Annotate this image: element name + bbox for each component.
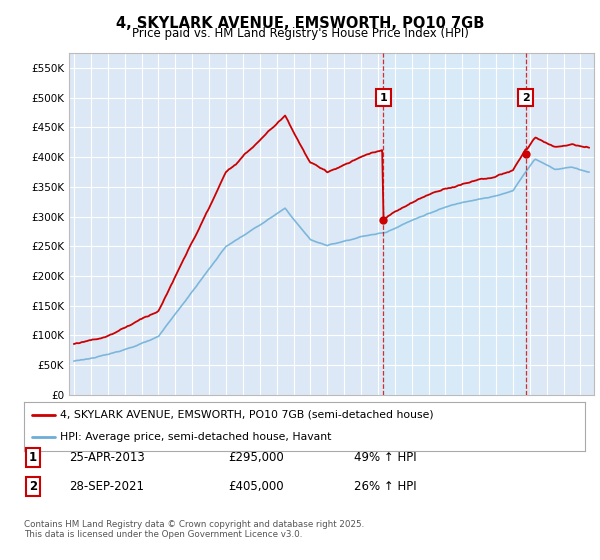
Text: 4, SKYLARK AVENUE, EMSWORTH, PO10 7GB (semi-detached house): 4, SKYLARK AVENUE, EMSWORTH, PO10 7GB (s… <box>61 410 434 420</box>
Text: HPI: Average price, semi-detached house, Havant: HPI: Average price, semi-detached house,… <box>61 432 332 442</box>
Text: 1: 1 <box>29 451 37 464</box>
Text: 4, SKYLARK AVENUE, EMSWORTH, PO10 7GB: 4, SKYLARK AVENUE, EMSWORTH, PO10 7GB <box>116 16 484 31</box>
Text: 49% ↑ HPI: 49% ↑ HPI <box>354 451 416 464</box>
Text: 2: 2 <box>29 480 37 493</box>
Text: 26% ↑ HPI: 26% ↑ HPI <box>354 480 416 493</box>
Text: Price paid vs. HM Land Registry's House Price Index (HPI): Price paid vs. HM Land Registry's House … <box>131 27 469 40</box>
Text: £405,000: £405,000 <box>228 480 284 493</box>
Text: £295,000: £295,000 <box>228 451 284 464</box>
Bar <box>383 53 526 395</box>
Text: 1: 1 <box>379 92 387 102</box>
Text: 2: 2 <box>522 92 530 102</box>
Text: 28-SEP-2021: 28-SEP-2021 <box>69 480 144 493</box>
Text: Contains HM Land Registry data © Crown copyright and database right 2025.
This d: Contains HM Land Registry data © Crown c… <box>24 520 364 539</box>
Text: 25-APR-2013: 25-APR-2013 <box>69 451 145 464</box>
